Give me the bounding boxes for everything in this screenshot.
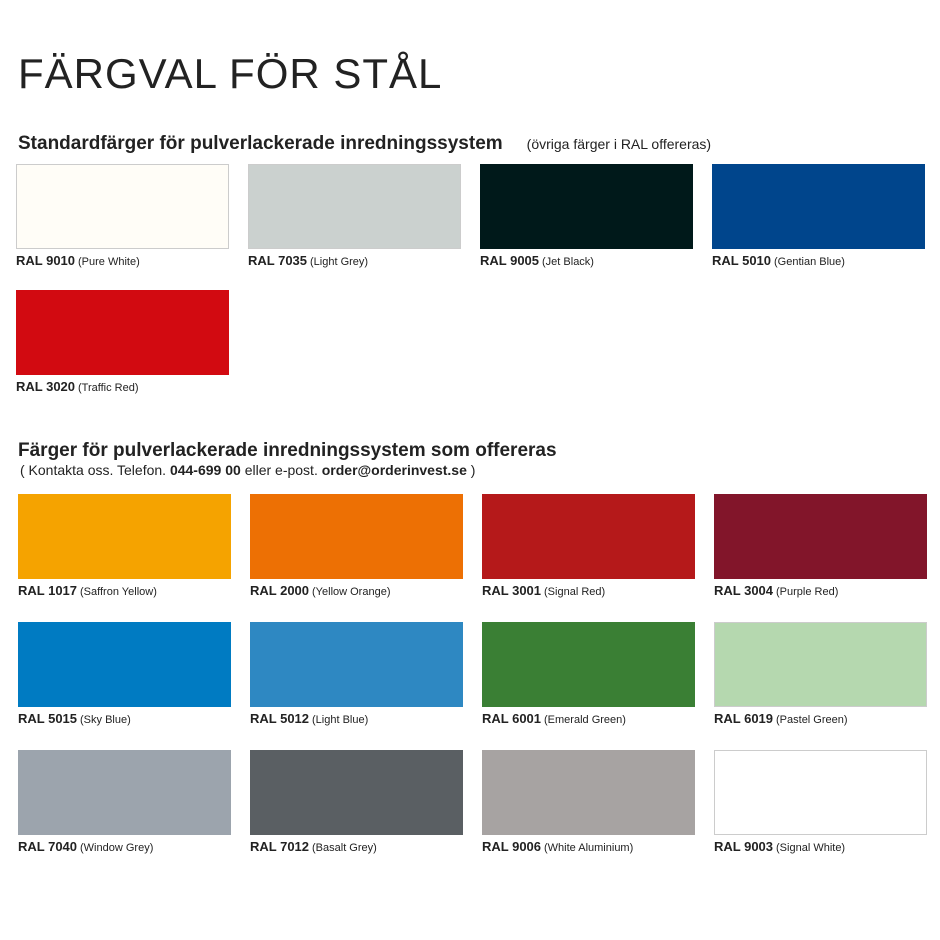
- color-item: RAL 5012 (Light Blue): [250, 622, 463, 735]
- color-code: RAL 7035: [248, 253, 308, 268]
- color-label: RAL 1017 (Saffron Yellow): [18, 583, 231, 598]
- color-name: (Traffic Red): [78, 382, 139, 394]
- standard-color-grid: RAL 9010 (Pure White) RAL 7035 (Light Grey)…: [16, 164, 925, 402]
- color-label: RAL 9003 (Signal White): [714, 839, 927, 854]
- color-code: RAL 5010: [712, 253, 772, 268]
- color-name: (Yellow Orange): [312, 586, 391, 598]
- color-code: RAL 3020: [16, 379, 76, 394]
- color-name: (Emerald Green): [544, 714, 626, 726]
- color-name: (Window Grey): [80, 842, 154, 854]
- color-label: RAL 6001 (Emerald Green): [482, 711, 695, 726]
- color-swatch: [714, 494, 927, 579]
- color-name: (Purple Red): [776, 586, 839, 598]
- contact-suffix: ): [470, 462, 476, 478]
- color-swatch: [248, 164, 461, 249]
- color-label: RAL 3020 (Traffic Red): [16, 379, 229, 394]
- color-label: RAL 6019 (Pastel Green): [714, 711, 927, 726]
- color-item: RAL 9003 (Signal White): [714, 750, 927, 863]
- color-swatch: [18, 622, 231, 707]
- color-item: RAL 2000 (Yellow Orange): [250, 494, 463, 607]
- color-name: (Gentian Blue): [774, 256, 845, 268]
- color-item: RAL 3001 (Signal Red): [482, 494, 695, 607]
- color-label: RAL 3001 (Signal Red): [482, 583, 695, 598]
- color-item: RAL 1017 (Saffron Yellow): [18, 494, 231, 607]
- color-name: (Light Grey): [310, 256, 369, 268]
- color-swatch: [714, 622, 927, 707]
- color-code: RAL 6019: [714, 711, 774, 726]
- color-swatch: [18, 750, 231, 835]
- contact-email[interactable]: order@orderinvest.se: [321, 462, 467, 478]
- color-item: RAL 7040 (Window Grey): [18, 750, 231, 863]
- color-label: RAL 3004 (Purple Red): [714, 583, 927, 598]
- color-item: RAL 9010 (Pure White): [16, 164, 229, 276]
- color-label: RAL 9005 (Jet Black): [480, 253, 693, 268]
- color-code: RAL 7040: [18, 839, 78, 854]
- color-item: RAL 6001 (Emerald Green): [482, 622, 695, 735]
- color-item: RAL 5010 (Gentian Blue): [712, 164, 925, 276]
- color-swatch: [18, 494, 231, 579]
- color-name: (Pure White): [78, 256, 140, 268]
- color-code: RAL 2000: [250, 583, 310, 598]
- color-label: RAL 9006 (White Aluminium): [482, 839, 695, 854]
- color-label: RAL 5010 (Gentian Blue): [712, 253, 925, 268]
- standard-note: (övriga färger i RAL offereras): [526, 136, 712, 152]
- color-name: (White Aluminium): [544, 842, 634, 854]
- contact-line: ( Kontakta oss. Telefon. 044-699 00 elle…: [20, 462, 475, 478]
- color-item: RAL 5015 (Sky Blue): [18, 622, 231, 735]
- color-code: RAL 3001: [482, 583, 542, 598]
- standard-heading-text: Standardfärger för pulverlackerade inred…: [18, 133, 503, 154]
- color-label: RAL 7035 (Light Grey): [248, 253, 461, 268]
- standard-heading: Standardfärger för pulverlackerade inred…: [18, 133, 711, 155]
- color-code: RAL 1017: [18, 583, 78, 598]
- contact-phone: 044-699 00: [169, 462, 241, 478]
- color-swatch: [482, 494, 695, 579]
- color-swatch: [714, 750, 927, 835]
- color-code: RAL 7012: [250, 839, 310, 854]
- color-name: (Saffron Yellow): [80, 586, 157, 598]
- color-name: (Signal White): [776, 842, 846, 854]
- color-swatch: [250, 622, 463, 707]
- color-swatch: [482, 750, 695, 835]
- color-name: (Signal Red): [544, 586, 606, 598]
- color-item: RAL 3004 (Purple Red): [714, 494, 927, 607]
- color-label: RAL 7012 (Basalt Grey): [250, 839, 463, 854]
- color-name: (Basalt Grey): [312, 842, 377, 854]
- color-item: RAL 3020 (Traffic Red): [16, 290, 229, 402]
- color-item: RAL 9005 (Jet Black): [480, 164, 693, 276]
- color-item: RAL 7035 (Light Grey): [248, 164, 461, 276]
- color-name: (Jet Black): [542, 256, 594, 268]
- color-swatch: [16, 290, 229, 375]
- color-label: RAL 7040 (Window Grey): [18, 839, 231, 854]
- color-code: RAL 5012: [250, 711, 310, 726]
- color-code: RAL 9003: [714, 839, 774, 854]
- color-swatch: [712, 164, 925, 249]
- color-code: RAL 9010: [16, 253, 76, 268]
- color-label: RAL 9010 (Pure White): [16, 253, 229, 268]
- offered-heading: Färger för pulverlackerade inredningssys…: [18, 440, 557, 461]
- color-item: RAL 7012 (Basalt Grey): [250, 750, 463, 863]
- color-code: RAL 9005: [480, 253, 540, 268]
- color-swatch: [250, 750, 463, 835]
- color-code: RAL 3004: [714, 583, 774, 598]
- color-swatch: [482, 622, 695, 707]
- color-name: (Sky Blue): [80, 714, 131, 726]
- color-name: (Light Blue): [312, 714, 369, 726]
- color-swatch: [480, 164, 693, 249]
- color-swatch: [250, 494, 463, 579]
- color-code: RAL 9006: [482, 839, 542, 854]
- color-name: (Pastel Green): [776, 714, 848, 726]
- color-swatch: [16, 164, 229, 249]
- color-code: RAL 6001: [482, 711, 542, 726]
- color-label: RAL 2000 (Yellow Orange): [250, 583, 463, 598]
- offered-color-grid: RAL 1017 (Saffron Yellow) RAL 2000 (Yellow …: [18, 494, 927, 863]
- color-item: RAL 9006 (White Aluminium): [482, 750, 695, 863]
- color-label: RAL 5015 (Sky Blue): [18, 711, 231, 726]
- contact-mid: eller e-post.: [244, 462, 318, 478]
- color-code: RAL 5015: [18, 711, 78, 726]
- color-label: RAL 5012 (Light Blue): [250, 711, 463, 726]
- color-item: RAL 6019 (Pastel Green): [714, 622, 927, 735]
- contact-prefix: ( Kontakta oss. Telefon.: [20, 462, 167, 478]
- page-title: FÄRGVAL FÖR STÅL: [18, 50, 443, 97]
